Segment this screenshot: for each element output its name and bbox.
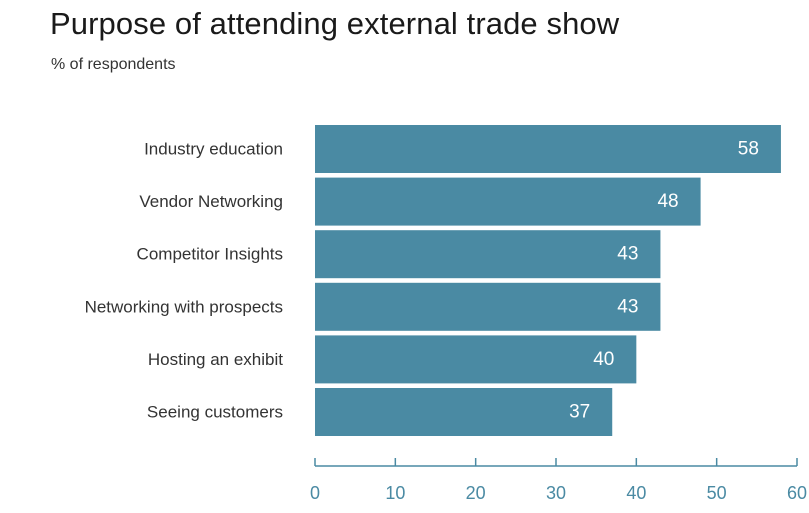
value-label: 43	[617, 296, 638, 317]
value-label: 40	[593, 349, 614, 370]
category-label: Vendor Networking	[139, 192, 283, 211]
x-tick-label: 0	[310, 483, 320, 503]
bar	[315, 388, 613, 436]
value-label: 48	[657, 191, 678, 212]
value-label: 43	[617, 244, 638, 265]
x-tick-label: 20	[466, 483, 486, 503]
category-label: Networking with prospects	[85, 297, 283, 316]
bar	[315, 230, 661, 279]
x-tick-label: 50	[707, 483, 727, 503]
chart-subtitle: % of respondents	[51, 56, 176, 73]
value-label: 58	[738, 139, 759, 160]
chart-title: Purpose of attending external trade show	[50, 6, 620, 41]
category-label: Industry education	[144, 140, 283, 159]
bar	[315, 335, 637, 384]
category-label: Hosting an exhibit	[148, 350, 283, 369]
x-tick-label: 40	[626, 483, 646, 503]
x-tick-label: 60	[787, 483, 807, 503]
x-tick-label: 30	[546, 483, 566, 503]
bar	[315, 125, 781, 173]
bar	[315, 282, 661, 331]
x-tick-label: 10	[385, 483, 405, 503]
category-label: Competitor Insights	[137, 245, 283, 264]
value-label: 37	[569, 402, 590, 423]
x-axis: 0 10 20 30 40 50 60	[310, 458, 807, 503]
category-label: Seeing customers	[147, 403, 283, 422]
bars-group: Industry education 58 Vendor Networking 48 C…	[85, 125, 781, 436]
bar	[315, 177, 701, 226]
